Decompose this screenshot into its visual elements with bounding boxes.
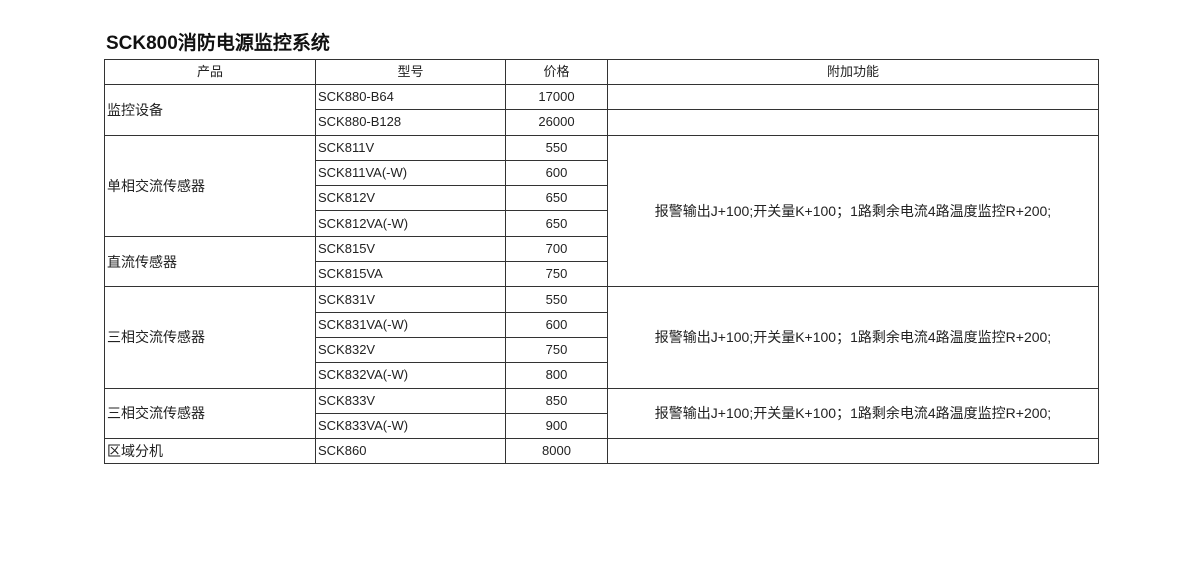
table-row: 三相交流传感器 SCK833V 850 报警输出J+100;开关量K+100；1…: [104, 387, 1099, 440]
table-row: 单相交流传感器 SCK811V 550 报警输出J+100;开关量K+100；1…: [104, 134, 1099, 288]
price-cell: 850: [505, 387, 608, 414]
price-cell: 550: [505, 286, 608, 313]
addon-cell: [607, 109, 1099, 136]
price-cell: 900: [505, 412, 608, 440]
table-row: SCK811VA(-W) 600: [105, 159, 1099, 187]
price-cell: 26000: [505, 109, 608, 136]
price-cell: 17000: [505, 83, 608, 111]
model-cell: SCK880-B128: [315, 109, 506, 136]
model-cell: SCK811VA(-W): [315, 159, 506, 187]
model-cell: SCK831V: [315, 286, 506, 313]
product-cell: 区域分机: [104, 438, 316, 465]
price-cell: 650: [505, 210, 608, 237]
addon-cell: [607, 438, 1099, 465]
price-cell: 8000: [505, 438, 608, 465]
table-row: SCK832V 750: [105, 336, 1099, 364]
header-product: 产品: [104, 59, 316, 85]
model-cell: SCK833V: [315, 387, 506, 414]
model-cell: SCK811V: [315, 134, 506, 161]
model-cell: SCK832VA(-W): [315, 362, 506, 389]
model-cell: SCK815VA: [315, 261, 506, 288]
model-cell: SCK880-B64: [315, 83, 506, 111]
addon-cell: 报警输出J+100;开关量K+100；1路剩余电流4路温度监控R+200;: [607, 286, 1099, 389]
price-cell: 750: [505, 261, 608, 288]
product-cell: 单相交流传感器: [104, 134, 316, 237]
table-row: 监控设备 SCK880-B64 17000: [104, 83, 1099, 136]
table-row: 直流传感器 SCK815V 700: [104, 235, 1099, 288]
table-row: SCK832VA(-W) 800: [105, 362, 1099, 389]
table-row: SCK812VA(-W) 650: [105, 210, 1099, 237]
table-row: 区域分机 SCK860 8000: [104, 438, 1099, 465]
price-cell: 600: [505, 311, 608, 338]
header-model: 型号: [315, 59, 506, 85]
addon-cell: [607, 83, 1099, 111]
model-cell: SCK833VA(-W): [315, 412, 506, 440]
model-cell: SCK812V: [315, 185, 506, 212]
table-header-row: 产品 型号 价格 附加功能: [104, 59, 1099, 85]
table-row: SCK880-B128 26000: [105, 109, 1099, 136]
model-cell: SCK831VA(-W): [315, 311, 506, 338]
model-cell: SCK812VA(-W): [315, 210, 506, 237]
price-cell: 600: [505, 159, 608, 187]
price-cell: 750: [505, 336, 608, 364]
addon-cell: 报警输出J+100;开关量K+100；1路剩余电流4路温度监控R+200;: [607, 134, 1099, 288]
product-cell: 直流传感器: [104, 235, 316, 288]
page-title: SCK800消防电源监控系统: [106, 33, 330, 54]
header-price: 价格: [505, 59, 608, 85]
product-cell: 三相交流传感器: [104, 286, 316, 389]
price-cell: 800: [505, 362, 608, 389]
table-row: SCK812V 650: [105, 185, 1099, 212]
price-table: 产品 型号 价格 附加功能 监控设备 SCK880-B64 17000 SCK8…: [104, 59, 1099, 465]
table-row: 三相交流传感器 SCK831V 550 报警输出J+100;开关量K+100；1…: [104, 286, 1099, 389]
model-cell: SCK832V: [315, 336, 506, 364]
product-cell: 三相交流传感器: [104, 387, 316, 440]
price-cell: 550: [505, 134, 608, 161]
header-addon: 附加功能: [607, 59, 1099, 85]
table-row: SCK831VA(-W) 600: [105, 311, 1099, 338]
price-cell: 700: [505, 235, 608, 263]
addon-cell: 报警输出J+100;开关量K+100；1路剩余电流4路温度监控R+200;: [607, 387, 1099, 440]
product-cell: 监控设备: [104, 84, 316, 136]
model-cell: SCK815V: [315, 235, 506, 263]
price-cell: 650: [505, 185, 608, 212]
model-cell: SCK860: [315, 438, 506, 465]
